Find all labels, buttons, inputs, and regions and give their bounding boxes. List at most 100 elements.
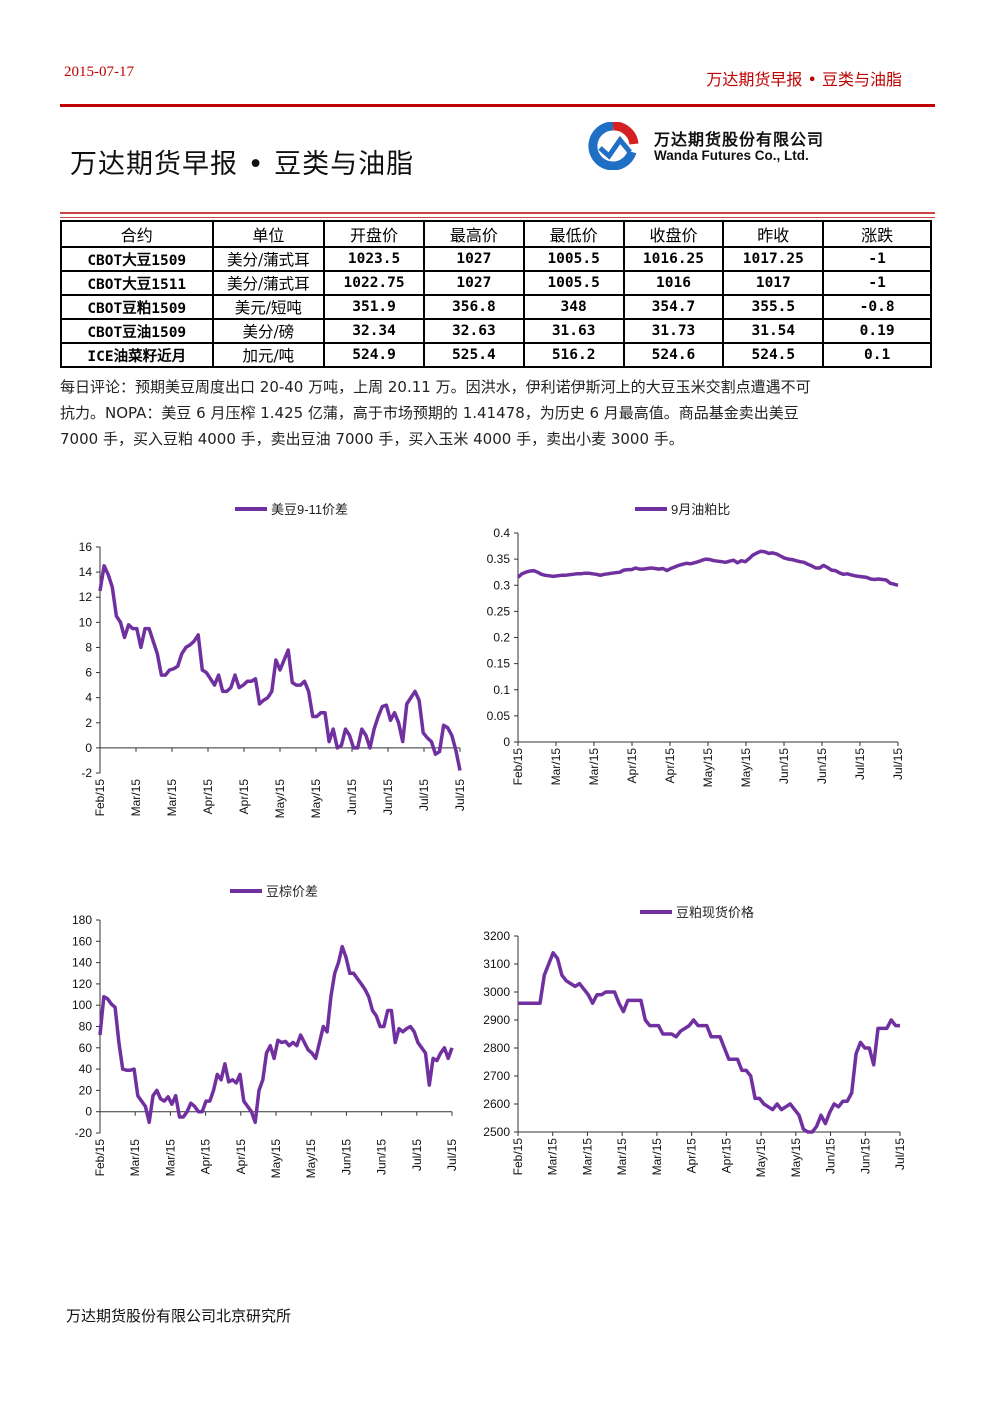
table-cell: 355.5 [722, 294, 825, 320]
col-header: 最高价 [422, 220, 525, 248]
table-cell: 525.4 [422, 342, 525, 368]
legend-label: 美豆9-11价差 [271, 502, 348, 517]
x-tick-label: Jun/15 [824, 1138, 838, 1174]
x-tick-label: May/15 [701, 748, 715, 788]
table-cell: 1017.25 [722, 246, 825, 272]
table-cell: CBOT大豆1509 [60, 246, 214, 272]
comment-line: 每日评论：预期美豆周度出口 20-40 万吨，上周 20.11 万。因洪水，伊利… [60, 378, 811, 396]
x-tick-label: Mar/15 [128, 1139, 142, 1177]
x-tick-label: Apr/15 [199, 1139, 213, 1175]
logo-company-cn: 万达期货股份有限公司 [654, 130, 825, 149]
x-tick-label: Mar/15 [163, 1139, 177, 1177]
x-tick-label: Feb/15 [93, 1139, 107, 1177]
y-tick-label: 3100 [483, 957, 510, 971]
header-right-title: 万达期货早报 • 豆类与油脂 [706, 70, 902, 89]
table-cell: 1016.25 [622, 246, 725, 272]
x-tick-label: May/15 [304, 1139, 318, 1179]
table-cell: 0.1 [822, 342, 932, 368]
y-tick-label: 0 [85, 1105, 92, 1119]
y-tick-label: 40 [79, 1062, 93, 1076]
x-tick-label: Apr/15 [663, 748, 677, 784]
y-tick-label: 4 [85, 691, 92, 705]
table-cell: CBOT豆油1509 [60, 318, 214, 344]
y-tick-label: 0.15 [487, 657, 511, 671]
comment-line: 抗力。NOPA：美豆 6 月压榨 1.425 亿蒲，高于市场预期的 1.4147… [60, 404, 799, 422]
y-tick-label: 0 [85, 741, 92, 755]
table-cell: 美分/磅 [211, 318, 326, 344]
y-tick-label: 14 [79, 565, 93, 579]
col-header: 收盘价 [622, 220, 725, 248]
col-header: 合约 [60, 220, 214, 248]
x-tick-label: Jul/15 [417, 779, 431, 811]
comment-line: 7000 手，买入豆粕 4000 手，卖出豆油 7000 手，买入玉米 4000… [60, 430, 684, 448]
table-cell: 32.63 [422, 318, 525, 344]
chart-meal-spot-price: 豆粕现货价格 3200 3100 3000 2900 2800 2700 2600 2500Fe… [483, 905, 907, 1177]
y-tick-label: 2 [85, 716, 92, 730]
y-tick-label: 0.2 [493, 631, 510, 645]
x-tick-label: Mar/15 [165, 779, 179, 817]
table-cell: 1016 [622, 270, 725, 296]
x-tick-label: May/15 [273, 779, 287, 819]
x-tick-label: May/15 [269, 1139, 283, 1179]
table-top-rule [60, 212, 935, 214]
series-line [518, 951, 900, 1134]
legend-label: 豆粕现货价格 [676, 905, 754, 920]
y-tick-label: 8 [85, 640, 92, 654]
y-tick-label: 2600 [483, 1097, 510, 1111]
y-tick-label: 2500 [483, 1125, 510, 1139]
y-tick-label: 0.3 [493, 578, 510, 592]
y-tick-label: 120 [72, 977, 92, 991]
col-header: 单位 [211, 220, 326, 248]
y-tick-label: 140 [72, 956, 92, 970]
table-row: CBOT豆粕1509 美元/短吨 351.9 356.8 348 354.7 3… [60, 294, 932, 320]
table-cell: 516.2 [522, 342, 625, 368]
report-date: 2015-07-17 [64, 64, 134, 80]
y-tick-label: 2900 [483, 1013, 510, 1027]
x-tick-label: Mar/15 [587, 748, 601, 786]
y-tick-label: 2700 [483, 1069, 510, 1083]
y-tick-label: 20 [79, 1083, 93, 1097]
table-cell: CBOT大豆1511 [60, 270, 214, 296]
table-cell: 美分/蒲式耳 [211, 270, 326, 296]
col-header: 昨收 [722, 220, 825, 248]
x-tick-label: Jun/15 [345, 779, 359, 815]
table-cell: 31.54 [722, 318, 825, 344]
y-tick-label: 0 [503, 735, 510, 749]
table-cell: 524.9 [323, 342, 425, 368]
x-tick-label: Jul/15 [453, 779, 467, 811]
footer-institute: 万达期货股份有限公司北京研究所 [66, 1307, 292, 1325]
series-line [98, 944, 454, 1125]
page-title: 万达期货早报 • 豆类与油脂 [70, 149, 415, 180]
table-cell: 1005.5 [522, 246, 625, 272]
x-tick-label: Apr/15 [625, 748, 639, 784]
table-cell: 1017 [722, 270, 825, 296]
x-tick-label: Jul/15 [853, 748, 867, 780]
y-tick-label: 0.25 [487, 604, 511, 618]
y-tick-label: 80 [79, 1020, 93, 1034]
y-tick-label: 3000 [483, 985, 510, 999]
x-tick-label: Mar/15 [129, 779, 143, 817]
series-line [98, 564, 462, 771]
table-cell: 348 [522, 294, 625, 320]
table-cell: 31.73 [622, 318, 725, 344]
y-tick-label: -20 [75, 1126, 93, 1140]
wanda-logo-icon [588, 122, 639, 170]
x-tick-label: Mar/15 [580, 1138, 594, 1176]
legend-label: 豆棕价差 [266, 884, 318, 899]
table-cell: 加元/吨 [211, 342, 326, 368]
table-cell: 1027 [422, 270, 525, 296]
y-tick-label: 160 [72, 934, 92, 948]
x-tick-label: Jun/15 [815, 748, 829, 784]
header-divider [60, 104, 935, 107]
table-cell: -0.8 [822, 294, 932, 320]
table-header-row: 合约 单位 开盘价 最高价 最低价 收盘价 昨收 涨跌 [60, 220, 932, 248]
x-tick-label: May/15 [739, 748, 753, 788]
x-tick-label: Jun/15 [339, 1139, 353, 1175]
x-tick-label: Jul/15 [410, 1139, 424, 1171]
col-header: 涨跌 [822, 220, 932, 248]
x-tick-label: Jul/15 [891, 748, 905, 780]
table-cell: 351.9 [323, 294, 425, 320]
table-cell: 524.6 [622, 342, 725, 368]
x-tick-label: Jun/15 [858, 1138, 872, 1174]
table-cell: 354.7 [622, 294, 725, 320]
